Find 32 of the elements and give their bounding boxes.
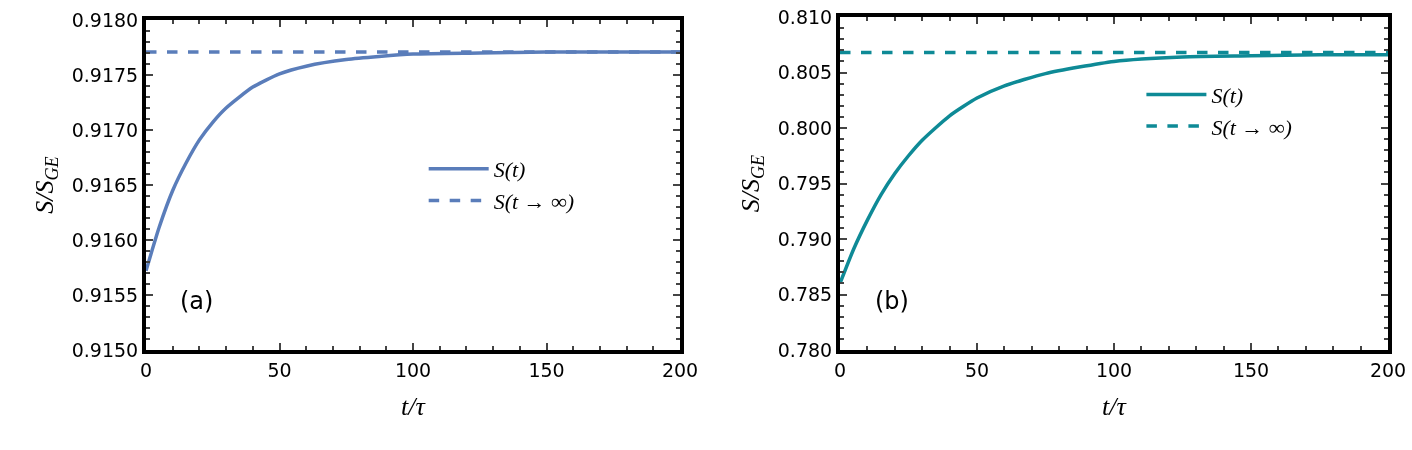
y-tick-label: 0.9180 <box>71 8 139 31</box>
x-tick-label: 150 <box>1232 358 1270 381</box>
legend-label: S(t) <box>1211 82 1244 108</box>
y-tick-label: 0.9150 <box>71 338 139 361</box>
y-tick-label: 0.795 <box>777 172 833 195</box>
y-tick-label: 0.805 <box>777 61 833 84</box>
x-axis-title: t/τ <box>1102 392 1128 421</box>
legend-label: S(t → ∞) <box>1211 114 1292 140</box>
x-tick-label: 100 <box>394 358 432 381</box>
y-tick-label: 0.790 <box>777 227 833 250</box>
y-tick-label: 0.780 <box>777 338 833 361</box>
x-tick-label: 200 <box>661 358 699 381</box>
x-tick-label: 0 <box>833 358 847 381</box>
y-tick-label: 0.785 <box>777 283 833 306</box>
x-tick-label: 0 <box>139 358 153 381</box>
y-tick-label: 0.800 <box>777 116 833 139</box>
y-tick-label: 0.9175 <box>71 63 139 86</box>
annotation: (a) <box>180 287 214 315</box>
x-tick-label: 50 <box>964 358 990 381</box>
x-tick-label: 100 <box>1095 358 1133 381</box>
x-tick-label: 150 <box>528 358 565 381</box>
y-tick-label: 0.9165 <box>71 173 139 196</box>
x-axis-title: t/τ <box>401 392 427 421</box>
legend-label: S(t → ∞) <box>493 188 575 214</box>
x-tick-label: 200 <box>1369 358 1407 381</box>
y-tick-label: 0.810 <box>777 5 833 28</box>
y-tick-label: 0.9170 <box>71 118 139 141</box>
y-tick-label: 0.9160 <box>71 228 139 251</box>
y-tick-label: 0.9155 <box>71 283 139 306</box>
legend-label: S(t) <box>493 157 526 183</box>
annotation: (b) <box>875 287 909 315</box>
x-tick-label: 50 <box>267 358 292 381</box>
